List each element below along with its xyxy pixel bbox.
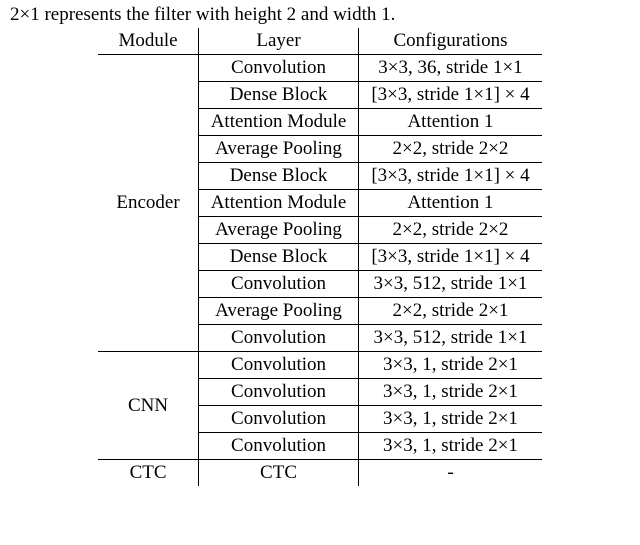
layer-cell: CTC — [198, 460, 359, 487]
header-config: Configurations — [359, 28, 542, 55]
config-cell: 2×2, stride 2×1 — [359, 298, 542, 325]
config-cell: [3×3, stride 1×1] × 4 — [359, 244, 542, 271]
architecture-table: Module Layer Configurations Encoder Conv… — [98, 28, 541, 486]
module-cell: CNN — [98, 352, 198, 460]
module-cell: Encoder — [98, 55, 198, 352]
config-cell: 2×2, stride 2×2 — [359, 217, 542, 244]
table-caption: 2×1 represents the filter with height 2 … — [0, 0, 640, 28]
layer-cell: Dense Block — [198, 244, 359, 271]
table-row: CTC CTC - — [98, 460, 541, 487]
config-cell: 3×3, 512, stride 1×1 — [359, 325, 542, 352]
layer-cell: Average Pooling — [198, 136, 359, 163]
layer-cell: Convolution — [198, 271, 359, 298]
header-module: Module — [98, 28, 198, 55]
layer-cell: Attention Module — [198, 109, 359, 136]
table-header-row: Module Layer Configurations — [98, 28, 541, 55]
layer-cell: Convolution — [198, 325, 359, 352]
layer-cell: Convolution — [198, 352, 359, 379]
config-cell: Attention 1 — [359, 190, 542, 217]
layer-cell: Average Pooling — [198, 217, 359, 244]
config-cell: 3×3, 1, stride 2×1 — [359, 352, 542, 379]
table-row: Encoder Convolution 3×3, 36, stride 1×1 — [98, 55, 541, 82]
config-cell: 3×3, 1, stride 2×1 — [359, 433, 542, 460]
layer-cell: Dense Block — [198, 163, 359, 190]
config-cell: 3×3, 36, stride 1×1 — [359, 55, 542, 82]
layer-cell: Average Pooling — [198, 298, 359, 325]
module-cell: CTC — [98, 460, 198, 487]
config-cell: - — [359, 460, 542, 487]
layer-cell: Convolution — [198, 406, 359, 433]
config-cell: Attention 1 — [359, 109, 542, 136]
config-cell: 3×3, 1, stride 2×1 — [359, 379, 542, 406]
table-row: CNN Convolution 3×3, 1, stride 2×1 — [98, 352, 541, 379]
layer-cell: Convolution — [198, 379, 359, 406]
config-cell: 2×2, stride 2×2 — [359, 136, 542, 163]
config-cell: [3×3, stride 1×1] × 4 — [359, 163, 542, 190]
layer-cell: Dense Block — [198, 82, 359, 109]
layer-cell: Convolution — [198, 433, 359, 460]
config-cell: [3×3, stride 1×1] × 4 — [359, 82, 542, 109]
layer-cell: Attention Module — [198, 190, 359, 217]
config-cell: 3×3, 1, stride 2×1 — [359, 406, 542, 433]
layer-cell: Convolution — [198, 55, 359, 82]
header-layer: Layer — [198, 28, 359, 55]
config-cell: 3×3, 512, stride 1×1 — [359, 271, 542, 298]
